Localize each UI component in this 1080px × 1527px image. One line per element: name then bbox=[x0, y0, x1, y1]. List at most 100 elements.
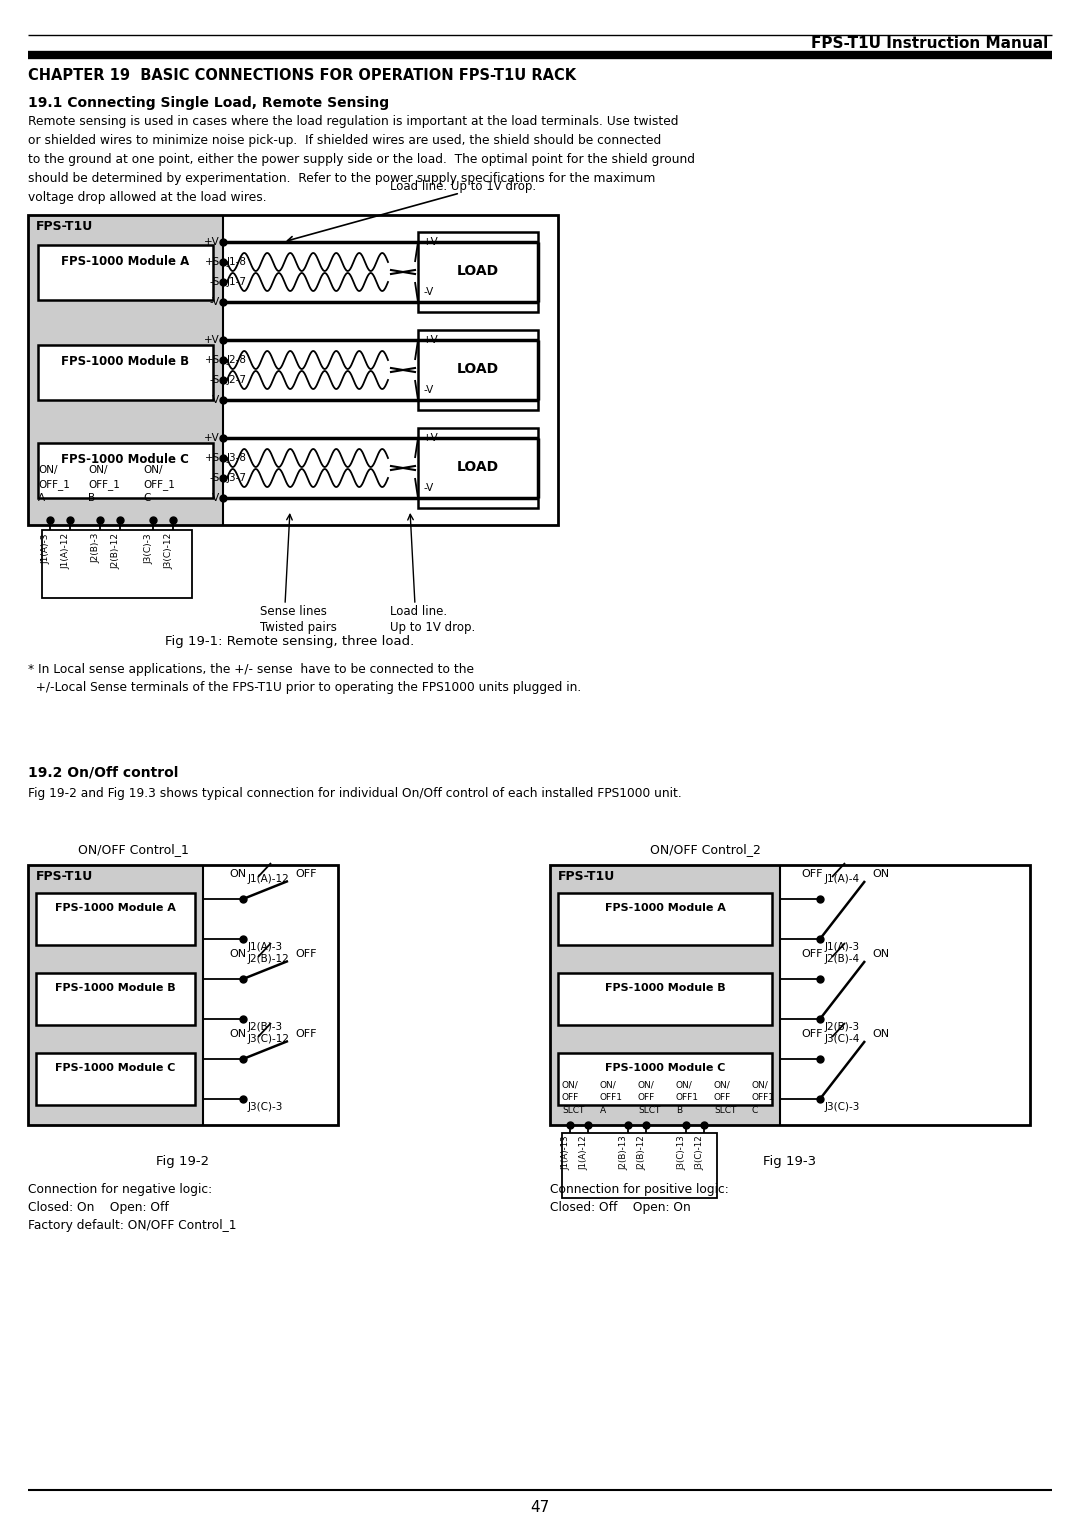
Text: Factory default: ON/OFF Control_1: Factory default: ON/OFF Control_1 bbox=[28, 1219, 237, 1232]
Text: -V: -V bbox=[210, 395, 220, 405]
Text: ON: ON bbox=[872, 869, 889, 880]
Text: +S: +S bbox=[205, 454, 220, 463]
Text: ON: ON bbox=[872, 948, 889, 959]
Text: ON/: ON/ bbox=[87, 466, 108, 475]
Text: OFF_1: OFF_1 bbox=[87, 479, 120, 490]
Text: 19.2 On/Off control: 19.2 On/Off control bbox=[28, 765, 178, 779]
Text: SLCT: SLCT bbox=[562, 1106, 584, 1115]
Text: C: C bbox=[752, 1106, 758, 1115]
Text: ON/: ON/ bbox=[638, 1080, 654, 1089]
Text: 19.1 Connecting Single Load, Remote Sensing: 19.1 Connecting Single Load, Remote Sens… bbox=[28, 96, 389, 110]
Text: J3(C)-4: J3(C)-4 bbox=[825, 1034, 861, 1044]
Text: J3-7: J3-7 bbox=[227, 473, 247, 483]
Text: J2(B)-4: J2(B)-4 bbox=[825, 954, 860, 964]
Text: J1(A)-12: J1(A)-12 bbox=[248, 873, 289, 884]
Text: ON/OFF Control_1: ON/OFF Control_1 bbox=[78, 843, 189, 857]
Text: Closed: On    Open: Off: Closed: On Open: Off bbox=[28, 1202, 168, 1214]
Text: +V: +V bbox=[204, 237, 220, 247]
Text: OFF1: OFF1 bbox=[676, 1093, 699, 1102]
Bar bbox=[550, 864, 1030, 1125]
Text: FPS-1000 Module C: FPS-1000 Module C bbox=[605, 1063, 725, 1073]
Text: LOAD: LOAD bbox=[457, 362, 499, 376]
Text: ON/: ON/ bbox=[600, 1080, 617, 1089]
Text: ON/: ON/ bbox=[562, 1080, 579, 1089]
Text: Closed: Off    Open: On: Closed: Off Open: On bbox=[550, 1202, 691, 1214]
Bar bbox=[36, 893, 195, 945]
Text: -V: -V bbox=[210, 296, 220, 307]
Text: OFF: OFF bbox=[801, 869, 823, 880]
Text: should be determined by experimentation.  Refer to the power supply specificatio: should be determined by experimentation.… bbox=[28, 173, 656, 185]
Text: C: C bbox=[143, 493, 150, 502]
Text: ON/: ON/ bbox=[143, 466, 162, 475]
Text: OFF1: OFF1 bbox=[752, 1093, 775, 1102]
Text: 47: 47 bbox=[530, 1500, 550, 1515]
Text: ON/OFF Control_2: ON/OFF Control_2 bbox=[650, 843, 761, 857]
Text: J2(B)-12: J2(B)-12 bbox=[111, 533, 120, 570]
Text: Fig 19-2: Fig 19-2 bbox=[157, 1154, 210, 1168]
Text: J2-7: J2-7 bbox=[227, 376, 247, 385]
Text: FPS-T1U: FPS-T1U bbox=[36, 220, 93, 234]
Text: Sense lines: Sense lines bbox=[260, 605, 327, 618]
Text: J3(C)-3: J3(C)-3 bbox=[825, 1102, 861, 1112]
Text: ON/: ON/ bbox=[752, 1080, 769, 1089]
Bar bbox=[558, 893, 772, 945]
Text: J1-8: J1-8 bbox=[227, 257, 247, 267]
Text: ON: ON bbox=[229, 948, 246, 959]
Bar bbox=[28, 864, 338, 1125]
Text: FPS-T1U: FPS-T1U bbox=[36, 870, 93, 883]
Text: J3(C)-12: J3(C)-12 bbox=[164, 533, 173, 570]
Text: * In Local sense applications, the +/- sense  have to be connected to the: * In Local sense applications, the +/- s… bbox=[28, 663, 474, 676]
Text: +/-Local Sense terminals of the FPS-T1U prior to operating the FPS1000 units plu: +/-Local Sense terminals of the FPS-T1U … bbox=[28, 681, 581, 693]
Text: J2(B)-3: J2(B)-3 bbox=[91, 533, 100, 563]
Text: FPS-1000 Module A: FPS-1000 Module A bbox=[60, 255, 189, 269]
Bar bbox=[562, 1133, 717, 1199]
Text: +S: +S bbox=[205, 257, 220, 267]
Text: FPS-1000 Module B: FPS-1000 Module B bbox=[55, 983, 176, 993]
Bar bbox=[42, 530, 192, 599]
Text: J2(B)-12: J2(B)-12 bbox=[248, 954, 289, 964]
Text: J3(C)-13: J3(C)-13 bbox=[677, 1135, 686, 1170]
Text: -V: -V bbox=[423, 385, 433, 395]
Text: SLCT: SLCT bbox=[638, 1106, 660, 1115]
Text: J3(C)-12: J3(C)-12 bbox=[248, 1034, 291, 1044]
Text: OFF: OFF bbox=[295, 948, 316, 959]
Bar bbox=[418, 232, 538, 312]
Text: LOAD: LOAD bbox=[457, 460, 499, 473]
Text: Fig 19-2 and Fig 19.3 shows typical connection for individual On/Off control of : Fig 19-2 and Fig 19.3 shows typical conn… bbox=[28, 786, 681, 800]
Bar bbox=[28, 864, 203, 1125]
Text: ON: ON bbox=[229, 1029, 246, 1038]
Text: OFF1: OFF1 bbox=[600, 1093, 623, 1102]
Bar bbox=[558, 973, 772, 1025]
Text: J1(A)-3: J1(A)-3 bbox=[41, 533, 50, 563]
Bar bbox=[550, 864, 780, 1125]
Text: ON/: ON/ bbox=[714, 1080, 731, 1089]
Bar bbox=[28, 215, 222, 525]
Text: OFF: OFF bbox=[801, 948, 823, 959]
Text: OFF: OFF bbox=[295, 869, 316, 880]
Text: J2(B)-12: J2(B)-12 bbox=[637, 1135, 646, 1170]
Text: FPS-T1U: FPS-T1U bbox=[558, 870, 616, 883]
Text: -S: -S bbox=[210, 473, 220, 483]
Text: J1(A)-4: J1(A)-4 bbox=[825, 873, 860, 884]
Text: OFF: OFF bbox=[638, 1093, 656, 1102]
Text: Twisted pairs: Twisted pairs bbox=[260, 621, 337, 634]
Text: Connection for positive logic:: Connection for positive logic: bbox=[550, 1183, 729, 1196]
Text: J3-8: J3-8 bbox=[227, 454, 247, 463]
Text: CHAPTER 19  BASIC CONNECTIONS FOR OPERATION FPS-T1U RACK: CHAPTER 19 BASIC CONNECTIONS FOR OPERATI… bbox=[28, 69, 576, 82]
Bar bbox=[36, 1054, 195, 1106]
Text: Load line.: Load line. bbox=[390, 605, 447, 618]
Text: +V: +V bbox=[423, 434, 438, 443]
Text: J1(A)-12: J1(A)-12 bbox=[579, 1135, 588, 1170]
Text: ON: ON bbox=[872, 1029, 889, 1038]
Bar bbox=[38, 244, 213, 299]
Text: J1(A)-13: J1(A)-13 bbox=[561, 1135, 570, 1170]
Text: +V: +V bbox=[204, 334, 220, 345]
Text: B: B bbox=[87, 493, 95, 502]
Text: OFF: OFF bbox=[714, 1093, 731, 1102]
Text: Up to 1V drop.: Up to 1V drop. bbox=[390, 621, 475, 634]
Text: OFF_1: OFF_1 bbox=[38, 479, 70, 490]
Text: +S: +S bbox=[205, 354, 220, 365]
Bar bbox=[28, 215, 558, 525]
Text: Load line. Up to 1V drop.: Load line. Up to 1V drop. bbox=[390, 180, 536, 192]
Text: J2(B)-3: J2(B)-3 bbox=[825, 1022, 860, 1032]
